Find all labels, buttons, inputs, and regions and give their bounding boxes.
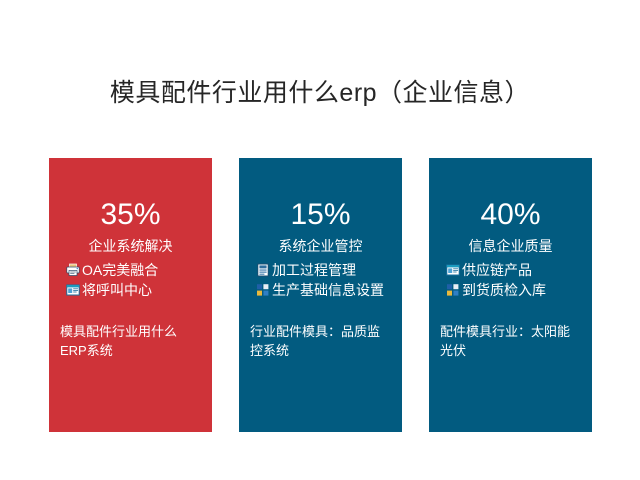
document-list-icon (256, 263, 270, 277)
stat-headline: 企业系统解决 (88, 238, 173, 254)
stat-percent: 40% (480, 198, 541, 231)
list-item-label: 将呼叫中心 (82, 282, 152, 298)
list-item[interactable]: 生产基础信息设置 (256, 280, 402, 300)
list-item-label: 加工过程管理 (272, 262, 356, 278)
stat-caption: 行业配件模具：品质监控系统 (250, 324, 381, 358)
list-item-label: 到货质检入库 (462, 282, 546, 298)
stat-percent: 15% (290, 198, 351, 231)
list-item[interactable]: 到货质检入库 (446, 280, 592, 300)
stat-caption: 模具配件行业用什么ERP系统 (60, 324, 178, 358)
stat-panel-1-inner: 35% 企业系统解决 (49, 158, 212, 432)
list-item[interactable]: 加工过程管理 (256, 260, 402, 280)
color-squares-icon (256, 283, 270, 297)
stat-panel-2-inner: 15% 系统企业管控 加工过程管理 (239, 158, 402, 432)
stat-panel-2[interactable]: 15% 系统企业管控 加工过程管理 (239, 158, 402, 432)
bullet-list: 加工过程管理 生产基础信息设置 (256, 260, 402, 300)
list-item[interactable]: OA完美融合 (66, 260, 212, 280)
window-card-icon (66, 283, 80, 297)
panel-group: 35% 企业系统解决 (49, 158, 592, 432)
list-item-label: 生产基础信息设置 (272, 282, 384, 298)
window-card-icon (446, 263, 460, 277)
list-item[interactable]: 供应链产品 (446, 260, 592, 280)
bullet-list: OA完美融合 将 (66, 260, 212, 300)
page-title: 模具配件行业用什么erp（企业信息） (109, 79, 531, 107)
printer-icon (66, 263, 80, 277)
stat-headline: 信息企业质量 (468, 238, 553, 254)
stat-caption: 配件模具行业：太阳能光伏 (440, 324, 571, 358)
list-item[interactable]: 将呼叫中心 (66, 280, 212, 300)
stat-percent: 35% (100, 198, 161, 231)
stat-panel-1[interactable]: 35% 企业系统解决 (49, 158, 212, 432)
list-item-label: OA完美融合 (82, 262, 159, 278)
list-item-label: 供应链产品 (462, 262, 532, 278)
stat-headline: 系统企业管控 (278, 238, 363, 254)
stat-panel-3[interactable]: 40% 信息企业质量 (429, 158, 592, 432)
stat-panel-3-inner: 40% 信息企业质量 (429, 158, 592, 432)
bullet-list: 供应链产品 到货质检入库 (446, 260, 592, 300)
color-squares-icon (446, 283, 460, 297)
